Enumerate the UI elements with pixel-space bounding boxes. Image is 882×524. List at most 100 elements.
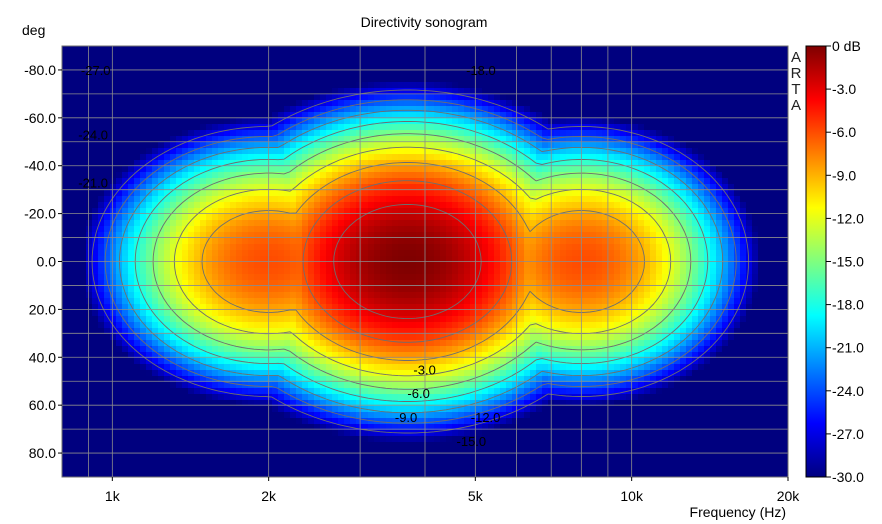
- heatmap-cell: [392, 142, 399, 149]
- heatmap-cell: [452, 250, 459, 257]
- heatmap-cell: [74, 130, 81, 137]
- heatmap-cell: [770, 130, 777, 137]
- heatmap-cell: [698, 166, 705, 173]
- heatmap-cell: [560, 94, 567, 101]
- heatmap-cell: [614, 262, 621, 269]
- heatmap-cell: [506, 148, 513, 155]
- heatmap-cell: [176, 58, 183, 65]
- heatmap-cell: [200, 256, 207, 263]
- heatmap-cell: [662, 226, 669, 233]
- heatmap-cell: [110, 130, 117, 137]
- heatmap-cell: [344, 106, 351, 113]
- heatmap-cell: [674, 268, 681, 275]
- heatmap-cell: [98, 64, 105, 71]
- heatmap-cell: [614, 130, 621, 137]
- heatmap-cell: [704, 94, 711, 101]
- heatmap-cell: [638, 256, 645, 263]
- heatmap-cell: [632, 124, 639, 131]
- heatmap-cell: [410, 76, 417, 83]
- heatmap-cell: [698, 112, 705, 119]
- heatmap-cell: [116, 214, 123, 221]
- heatmap-cell: [380, 286, 387, 293]
- heatmap-cell: [254, 106, 261, 113]
- heatmap-cell: [464, 100, 471, 107]
- heatmap-cell: [746, 226, 753, 233]
- heatmap-cell: [338, 100, 345, 107]
- heatmap-cell: [110, 118, 117, 125]
- heatmap-cell: [656, 286, 663, 293]
- heatmap-cell: [644, 58, 651, 65]
- heatmap-cell: [362, 238, 369, 245]
- heatmap-cell: [524, 226, 531, 233]
- heatmap-cell: [668, 136, 675, 143]
- heatmap-cell: [464, 94, 471, 101]
- heatmap-cell: [746, 250, 753, 257]
- heatmap-cell: [98, 118, 105, 125]
- heatmap-cell: [404, 274, 411, 281]
- heatmap-cell: [224, 118, 231, 125]
- heatmap-cell: [302, 214, 309, 221]
- heatmap-cell: [662, 178, 669, 185]
- heatmap-cell: [260, 214, 267, 221]
- heatmap-cell: [500, 184, 507, 191]
- heatmap-cell: [614, 58, 621, 65]
- heatmap-cell: [236, 232, 243, 239]
- heatmap-cell: [248, 166, 255, 173]
- heatmap-cell: [368, 160, 375, 167]
- heatmap-cell: [98, 262, 105, 269]
- heatmap-cell: [674, 76, 681, 83]
- heatmap-cell: [584, 130, 591, 137]
- heatmap-cell: [170, 46, 177, 53]
- heatmap-cell: [230, 70, 237, 77]
- heatmap-cell: [608, 166, 615, 173]
- heatmap-cell: [116, 232, 123, 239]
- heatmap-cell: [248, 136, 255, 143]
- heatmap-cell: [122, 280, 129, 287]
- heatmap-cell: [416, 76, 423, 83]
- heatmap-cell: [230, 100, 237, 107]
- heatmap-cell: [350, 100, 357, 107]
- heatmap-cell: [560, 88, 567, 95]
- heatmap-cell: [674, 214, 681, 221]
- heatmap-cell: [302, 160, 309, 167]
- heatmap-cell: [656, 280, 663, 287]
- heatmap-cell: [194, 70, 201, 77]
- heatmap-cell: [674, 190, 681, 197]
- heatmap-cell: [146, 184, 153, 191]
- heatmap-cell: [164, 136, 171, 143]
- heatmap-cell: [74, 274, 81, 281]
- heatmap-cell: [566, 250, 573, 257]
- heatmap-cell: [602, 94, 609, 101]
- heatmap-cell: [530, 178, 537, 185]
- heatmap-cell: [524, 166, 531, 173]
- heatmap-cell: [698, 178, 705, 185]
- heatmap-cell: [536, 178, 543, 185]
- heatmap-cell: [416, 196, 423, 203]
- heatmap-cell: [500, 46, 507, 53]
- heatmap-cell: [74, 292, 81, 299]
- heatmap-cell: [368, 262, 375, 269]
- heatmap-cell: [320, 52, 327, 59]
- heatmap-cell: [434, 94, 441, 101]
- heatmap-cell: [212, 160, 219, 167]
- heatmap-cell: [512, 82, 519, 89]
- heatmap-cell: [674, 202, 681, 209]
- heatmap-cell: [206, 184, 213, 191]
- heatmap-cell: [776, 118, 783, 125]
- heatmap-cell: [476, 76, 483, 83]
- heatmap-cell: [572, 226, 579, 233]
- heatmap-cell: [230, 178, 237, 185]
- heatmap-cell: [446, 70, 453, 77]
- heatmap-cell: [704, 232, 711, 239]
- heatmap-cell: [614, 196, 621, 203]
- heatmap-cell: [260, 58, 267, 65]
- heatmap-cell: [584, 274, 591, 281]
- heatmap-cell: [440, 166, 447, 173]
- heatmap-cell: [584, 232, 591, 239]
- heatmap-cell: [608, 280, 615, 287]
- heatmap-cell: [128, 124, 135, 131]
- heatmap-cell: [590, 154, 597, 161]
- heatmap-cell: [770, 70, 777, 77]
- heatmap-cell: [146, 94, 153, 101]
- heatmap-cell: [242, 94, 249, 101]
